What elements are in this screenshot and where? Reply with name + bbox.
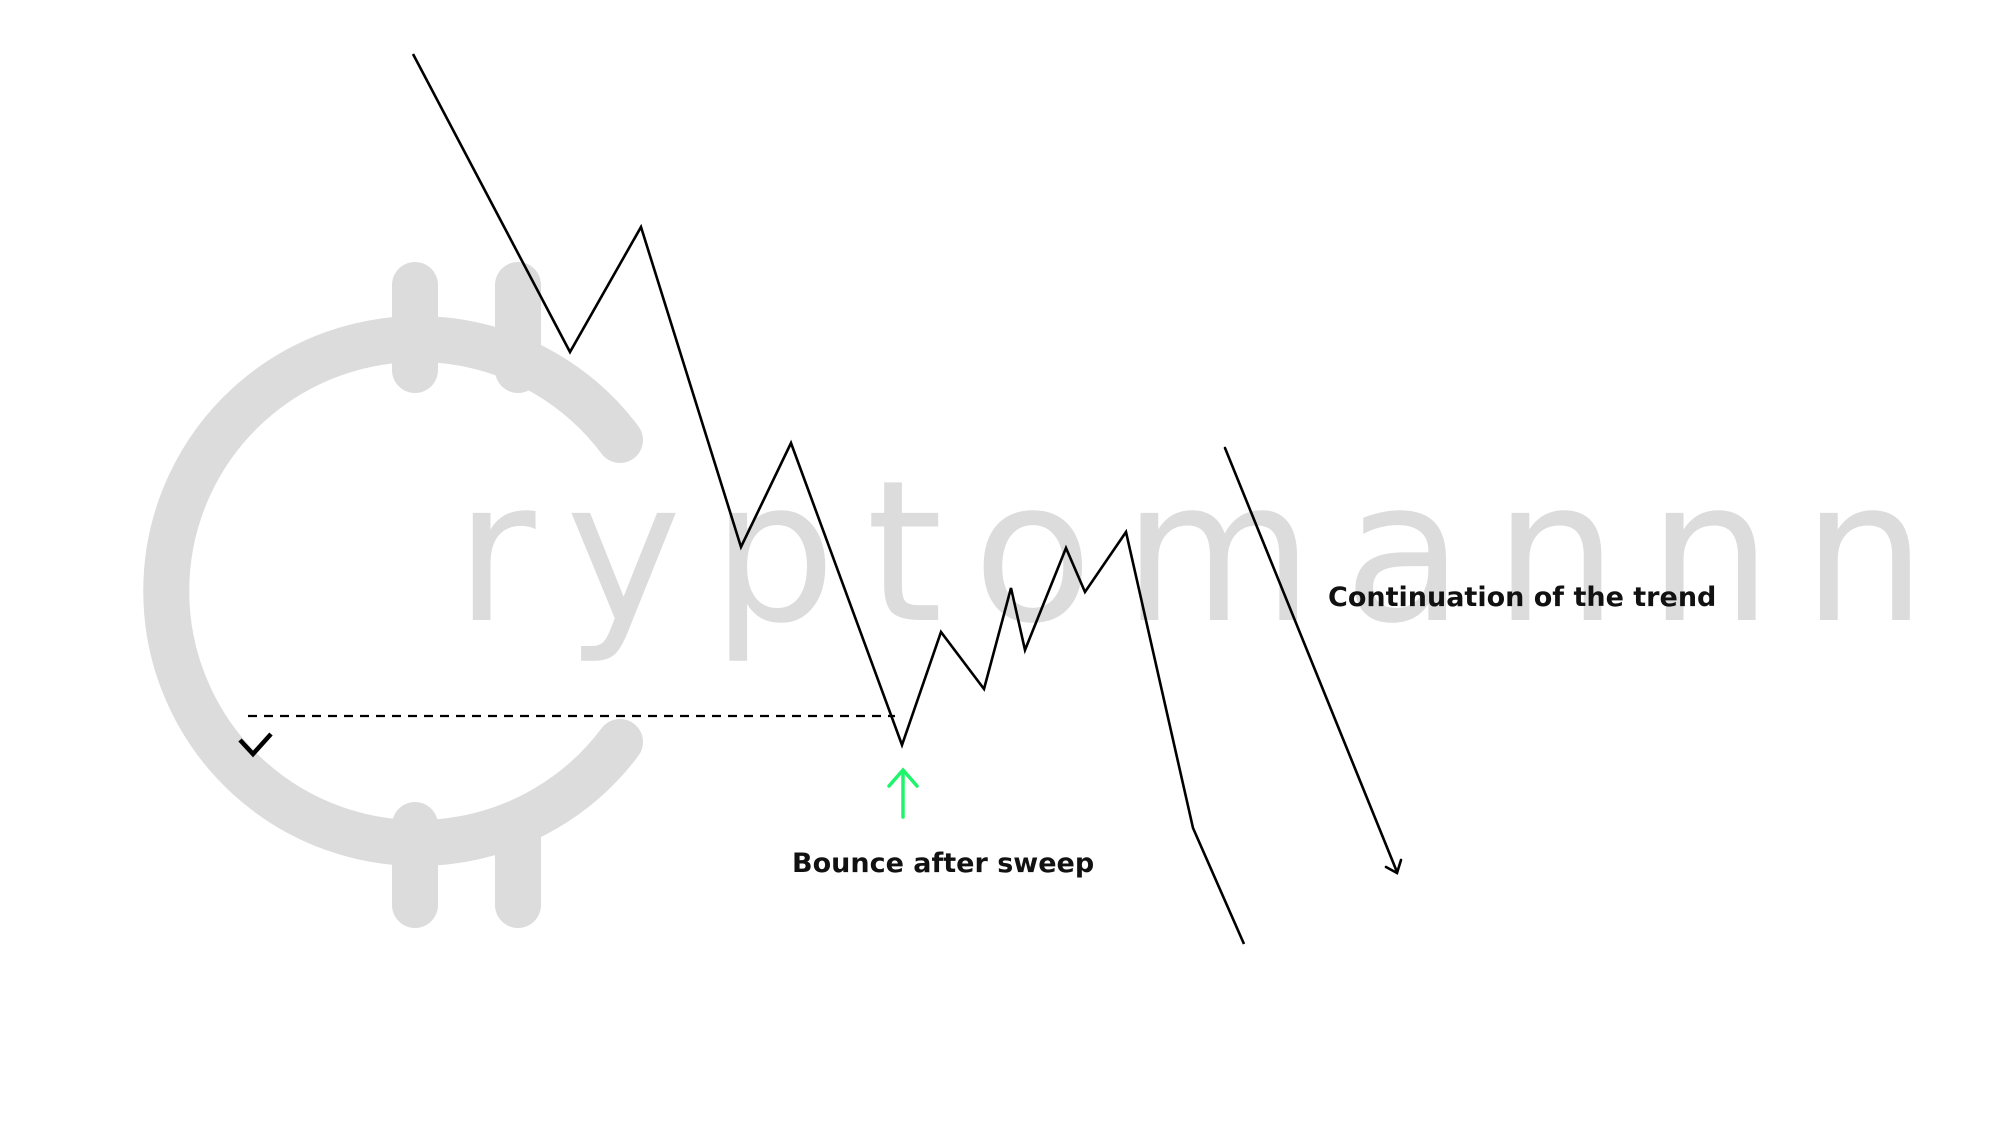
watermark-logo [143,262,643,928]
bounce-label: Bounce after sweep [792,848,1094,879]
arrow-up-icon [887,767,919,819]
checkmark-icon [238,732,273,758]
watermark-lettering: ryptomannn [455,439,1956,667]
arrow-down-icon [1223,446,1403,875]
price-path [411,53,1246,945]
continuation-label: Continuation of the trend [1328,582,1716,613]
watermark-c-arc [143,316,643,866]
